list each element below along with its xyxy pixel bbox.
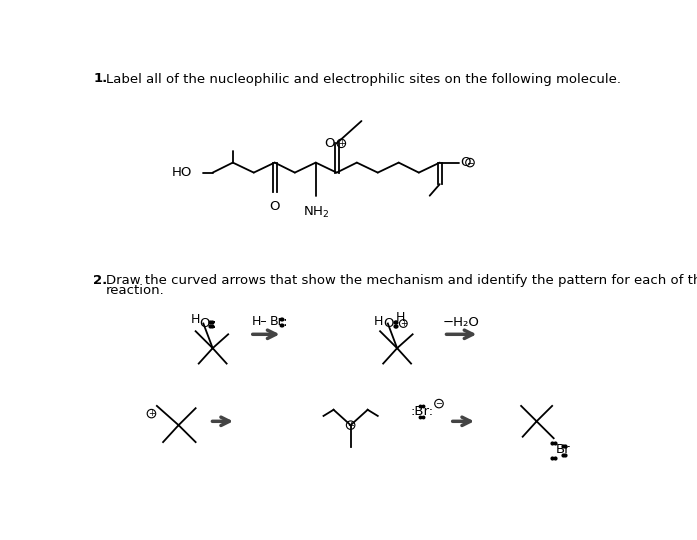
Text: +: + (338, 139, 345, 148)
Text: +: + (400, 319, 407, 328)
Text: 2.: 2. (93, 274, 107, 287)
Text: +: + (148, 409, 155, 418)
Text: O: O (199, 317, 209, 330)
Text: :: : (282, 315, 287, 329)
Text: −H₂O: −H₂O (443, 316, 480, 329)
Text: −: − (436, 399, 443, 408)
Text: H–: H– (252, 315, 267, 328)
Text: O: O (270, 200, 280, 213)
Text: +: + (347, 421, 354, 430)
Text: HO: HO (171, 166, 192, 179)
Text: Label all of the nucleophilic and electrophilic sites on the following molecule.: Label all of the nucleophilic and electr… (106, 72, 621, 85)
Text: O: O (324, 137, 335, 150)
Text: −: − (466, 158, 474, 167)
Text: 1.: 1. (93, 72, 107, 85)
Text: Br: Br (556, 443, 571, 456)
Text: O: O (461, 156, 471, 169)
Text: Draw the curved arrows that show the mechanism and identify the pattern for each: Draw the curved arrows that show the mec… (106, 274, 697, 287)
Text: NH$_2$: NH$_2$ (302, 205, 329, 220)
Text: O: O (383, 317, 394, 330)
Text: :Br:: :Br: (411, 405, 434, 418)
Text: Br: Br (270, 315, 284, 328)
Text: :: : (211, 316, 216, 330)
Text: reaction.: reaction. (106, 284, 164, 297)
Text: H: H (395, 311, 405, 324)
Text: H: H (374, 315, 383, 328)
Text: H: H (191, 313, 200, 326)
